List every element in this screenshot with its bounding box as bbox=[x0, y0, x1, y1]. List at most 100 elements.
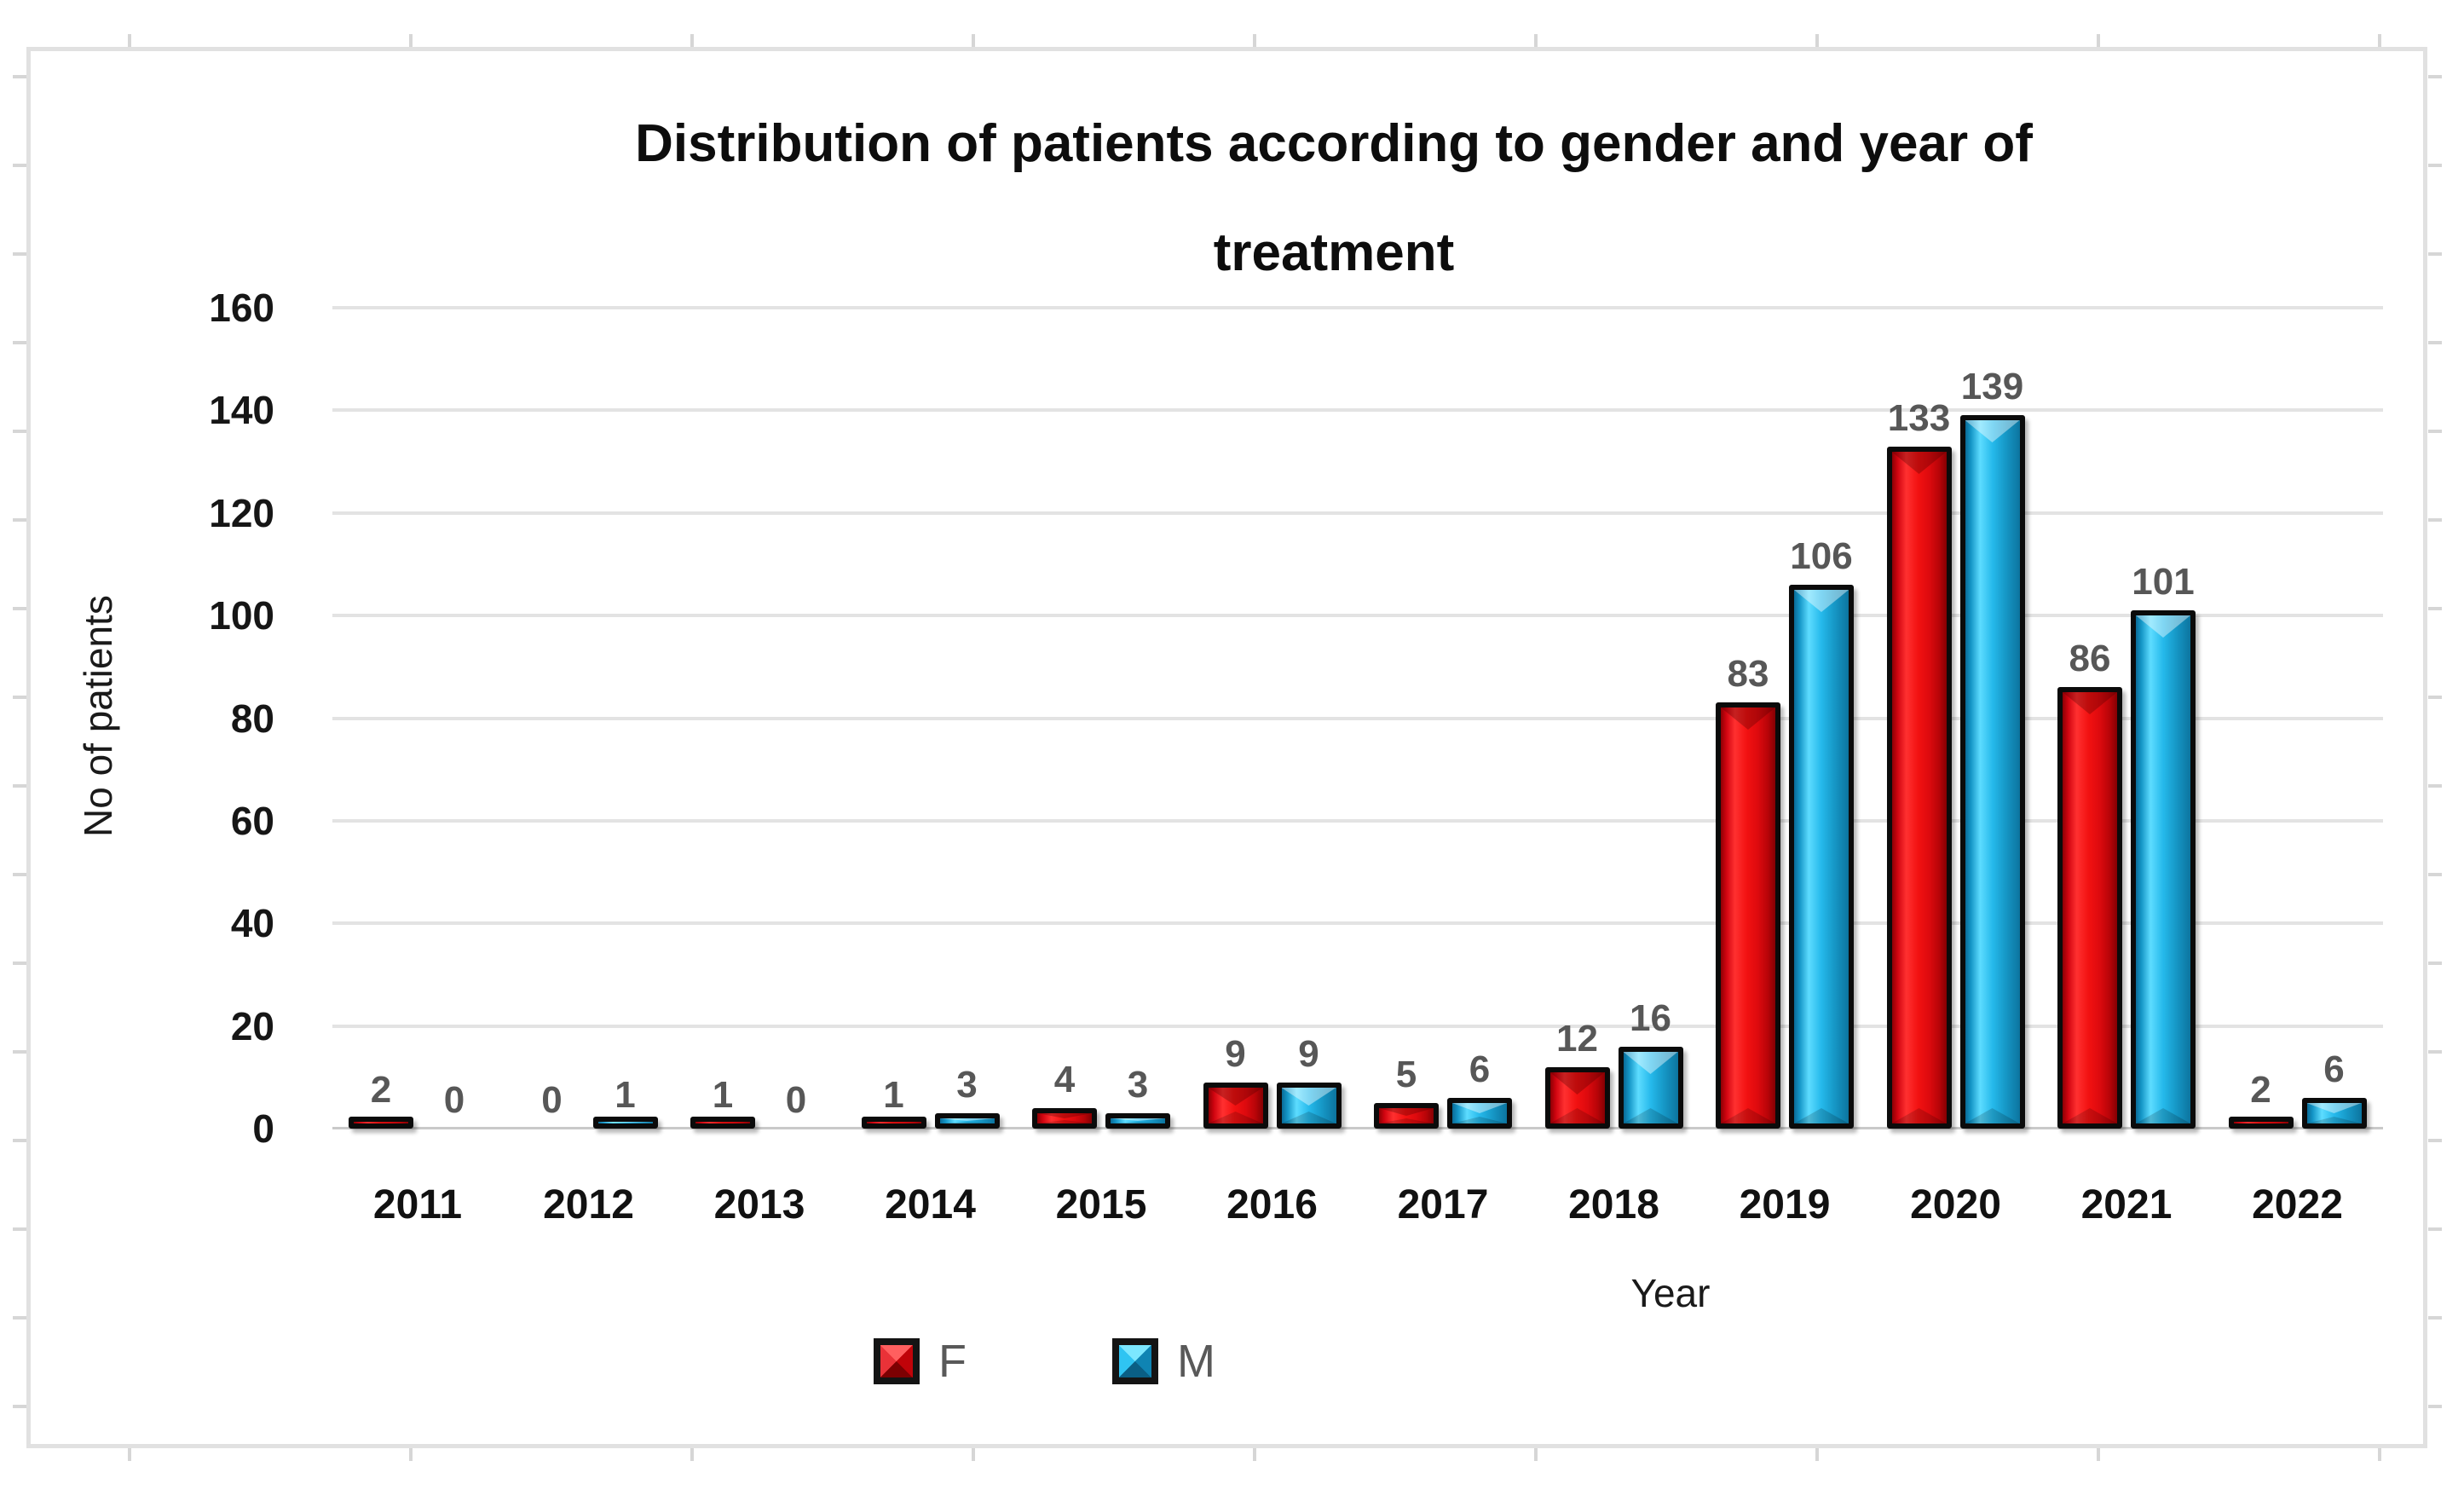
y-tick-label-100: 100 bbox=[209, 593, 274, 638]
bar-m-2018 bbox=[1618, 1047, 1683, 1129]
y-tick-label-0: 0 bbox=[252, 1106, 274, 1151]
sheet-gridline-stub bbox=[972, 1448, 975, 1461]
value-label-m-2013: 0 bbox=[785, 1079, 807, 1121]
sheet-gridline-stub bbox=[13, 1405, 26, 1408]
sheet-gridline-stub bbox=[13, 607, 26, 610]
x-tick-label-2011: 2011 bbox=[372, 1182, 463, 1227]
bar-f-2022 bbox=[2228, 1117, 2294, 1129]
x-axis-title: Year bbox=[1630, 1271, 1711, 1315]
sheet-gridline-stub bbox=[972, 34, 975, 47]
sheet-gridline-stub bbox=[409, 1448, 413, 1461]
bar-bevel-top-f-2015 bbox=[1037, 1113, 1092, 1118]
bar-bevel-top-m-2019 bbox=[1794, 590, 1849, 612]
sheet-gridline-stub bbox=[13, 164, 26, 167]
bar-m-2012 bbox=[592, 1117, 658, 1129]
value-label-f-2018: 12 bbox=[1556, 1018, 1598, 1060]
sheet-gridline-stub bbox=[128, 1448, 131, 1461]
bar-bevel-top-f-2016 bbox=[1208, 1088, 1263, 1106]
value-label-f-2014: 1 bbox=[883, 1074, 904, 1116]
y-tick-label-20: 20 bbox=[230, 1004, 274, 1048]
chart-frame bbox=[26, 47, 2427, 1448]
bar-f-2015 bbox=[1032, 1108, 1097, 1129]
bar-f-2021 bbox=[2057, 687, 2122, 1129]
legend-item-f: F bbox=[874, 1338, 967, 1384]
bar-m-2015 bbox=[1105, 1113, 1170, 1129]
sheet-gridline-stub bbox=[13, 1139, 26, 1142]
bar-bevel-bottom-m-2017 bbox=[1452, 1117, 1507, 1123]
sheet-gridline-stub bbox=[2428, 164, 2442, 167]
bar-bevel-bottom-f-2019 bbox=[1721, 1108, 1775, 1123]
bar-bevel-top-f-2022 bbox=[2233, 1122, 2288, 1123]
bar-m-2016 bbox=[1276, 1083, 1342, 1129]
sheet-gridline-stub bbox=[13, 341, 26, 344]
sheet-gridline-stub bbox=[2378, 1448, 2381, 1461]
chart-title-line2: treatment bbox=[1213, 223, 1455, 282]
sheet-gridline-stub bbox=[13, 962, 26, 965]
value-label-f-2022: 2 bbox=[2250, 1069, 2271, 1111]
bar-bevel-top-m-2020 bbox=[1965, 420, 2020, 442]
bar-bevel-bottom-f-2021 bbox=[2063, 1108, 2117, 1123]
bar-bevel-top-m-2018 bbox=[1623, 1052, 1678, 1074]
sheet-gridline-stub bbox=[2428, 75, 2442, 78]
sheet-gridline-stub bbox=[2428, 873, 2442, 876]
legend-swatch-f-icon bbox=[874, 1338, 920, 1384]
legend-item-m: M bbox=[1112, 1338, 1215, 1384]
bar-bevel-top-f-2020 bbox=[1891, 452, 1947, 474]
value-label-m-2018: 16 bbox=[1630, 997, 1671, 1039]
x-tick-label-2017: 2017 bbox=[1397, 1182, 1489, 1227]
x-tick-label-2019: 2019 bbox=[1739, 1182, 1831, 1227]
bar-bevel-bottom-f-2018 bbox=[1549, 1108, 1605, 1123]
chart-title: Distribution of patients according to ge… bbox=[315, 90, 2352, 308]
value-label-m-2022: 6 bbox=[2323, 1048, 2345, 1090]
bar-bevel-top-f-2011 bbox=[354, 1122, 408, 1123]
sheet-gridline-stub bbox=[2428, 1050, 2442, 1054]
gridline-y-40 bbox=[332, 921, 2383, 925]
sheet-gridline-stub bbox=[2428, 1316, 2442, 1320]
legend-label-f: F bbox=[938, 1336, 967, 1387]
bar-m-2020 bbox=[1959, 415, 2025, 1129]
value-label-f-2016: 9 bbox=[1225, 1033, 1246, 1075]
sheet-gridline-stub bbox=[690, 34, 694, 47]
bar-bevel-top-m-2016 bbox=[1281, 1088, 1336, 1106]
sheet-gridline-stub bbox=[13, 873, 26, 876]
bar-bevel-top-f-2021 bbox=[2063, 692, 2117, 714]
y-tick-label-40: 40 bbox=[230, 901, 274, 945]
value-label-f-2015: 4 bbox=[1053, 1059, 1076, 1100]
y-tick-label-80: 80 bbox=[230, 696, 274, 741]
bar-f-2011 bbox=[349, 1117, 413, 1129]
sheet-gridline-stub bbox=[2097, 1448, 2100, 1461]
value-label-m-2014: 3 bbox=[956, 1064, 978, 1106]
bar-f-2019 bbox=[1716, 702, 1780, 1129]
bar-bevel-bottom-f-2020 bbox=[1891, 1108, 1947, 1123]
legend-swatch-m-icon bbox=[1112, 1338, 1158, 1384]
sheet-gridline-stub bbox=[2428, 607, 2442, 610]
sheet-gridline-stub bbox=[1534, 1448, 1538, 1461]
sheet-gridline-stub bbox=[2428, 696, 2442, 699]
sheet-gridline-stub bbox=[2428, 962, 2442, 965]
y-tick-label-160: 160 bbox=[209, 286, 274, 330]
bar-m-2021 bbox=[2131, 610, 2196, 1129]
sheet-gridline-stub bbox=[1815, 1448, 1819, 1461]
bar-bevel-bottom-m-2014 bbox=[939, 1122, 995, 1123]
bar-bevel-top-m-2015 bbox=[1111, 1118, 1165, 1121]
x-tick-label-2014: 2014 bbox=[885, 1182, 976, 1227]
gridline-y-120 bbox=[332, 511, 2383, 515]
sheet-gridline-stub bbox=[2378, 34, 2381, 47]
value-label-m-2021: 101 bbox=[2132, 561, 2195, 603]
value-label-f-2017: 5 bbox=[1395, 1054, 1417, 1095]
bar-m-2022 bbox=[2301, 1098, 2367, 1129]
x-tick-label-2012: 2012 bbox=[543, 1182, 634, 1227]
sheet-gridline-stub bbox=[1534, 34, 1538, 47]
bar-bevel-bottom-f-2017 bbox=[1379, 1118, 1434, 1123]
bar-m-2014 bbox=[934, 1113, 1000, 1129]
value-label-m-2012: 1 bbox=[615, 1074, 636, 1116]
bar-bevel-top-f-2014 bbox=[866, 1122, 921, 1123]
bar-f-2020 bbox=[1886, 447, 1952, 1129]
bar-bevel-bottom-m-2019 bbox=[1794, 1108, 1849, 1123]
x-tick-label-2022: 2022 bbox=[2252, 1182, 2343, 1227]
sheet-gridline-stub bbox=[1815, 34, 1819, 47]
value-label-f-2011: 2 bbox=[370, 1069, 392, 1111]
sheet-gridline-stub bbox=[2428, 341, 2442, 344]
sheet-gridline-stub bbox=[13, 1227, 26, 1231]
